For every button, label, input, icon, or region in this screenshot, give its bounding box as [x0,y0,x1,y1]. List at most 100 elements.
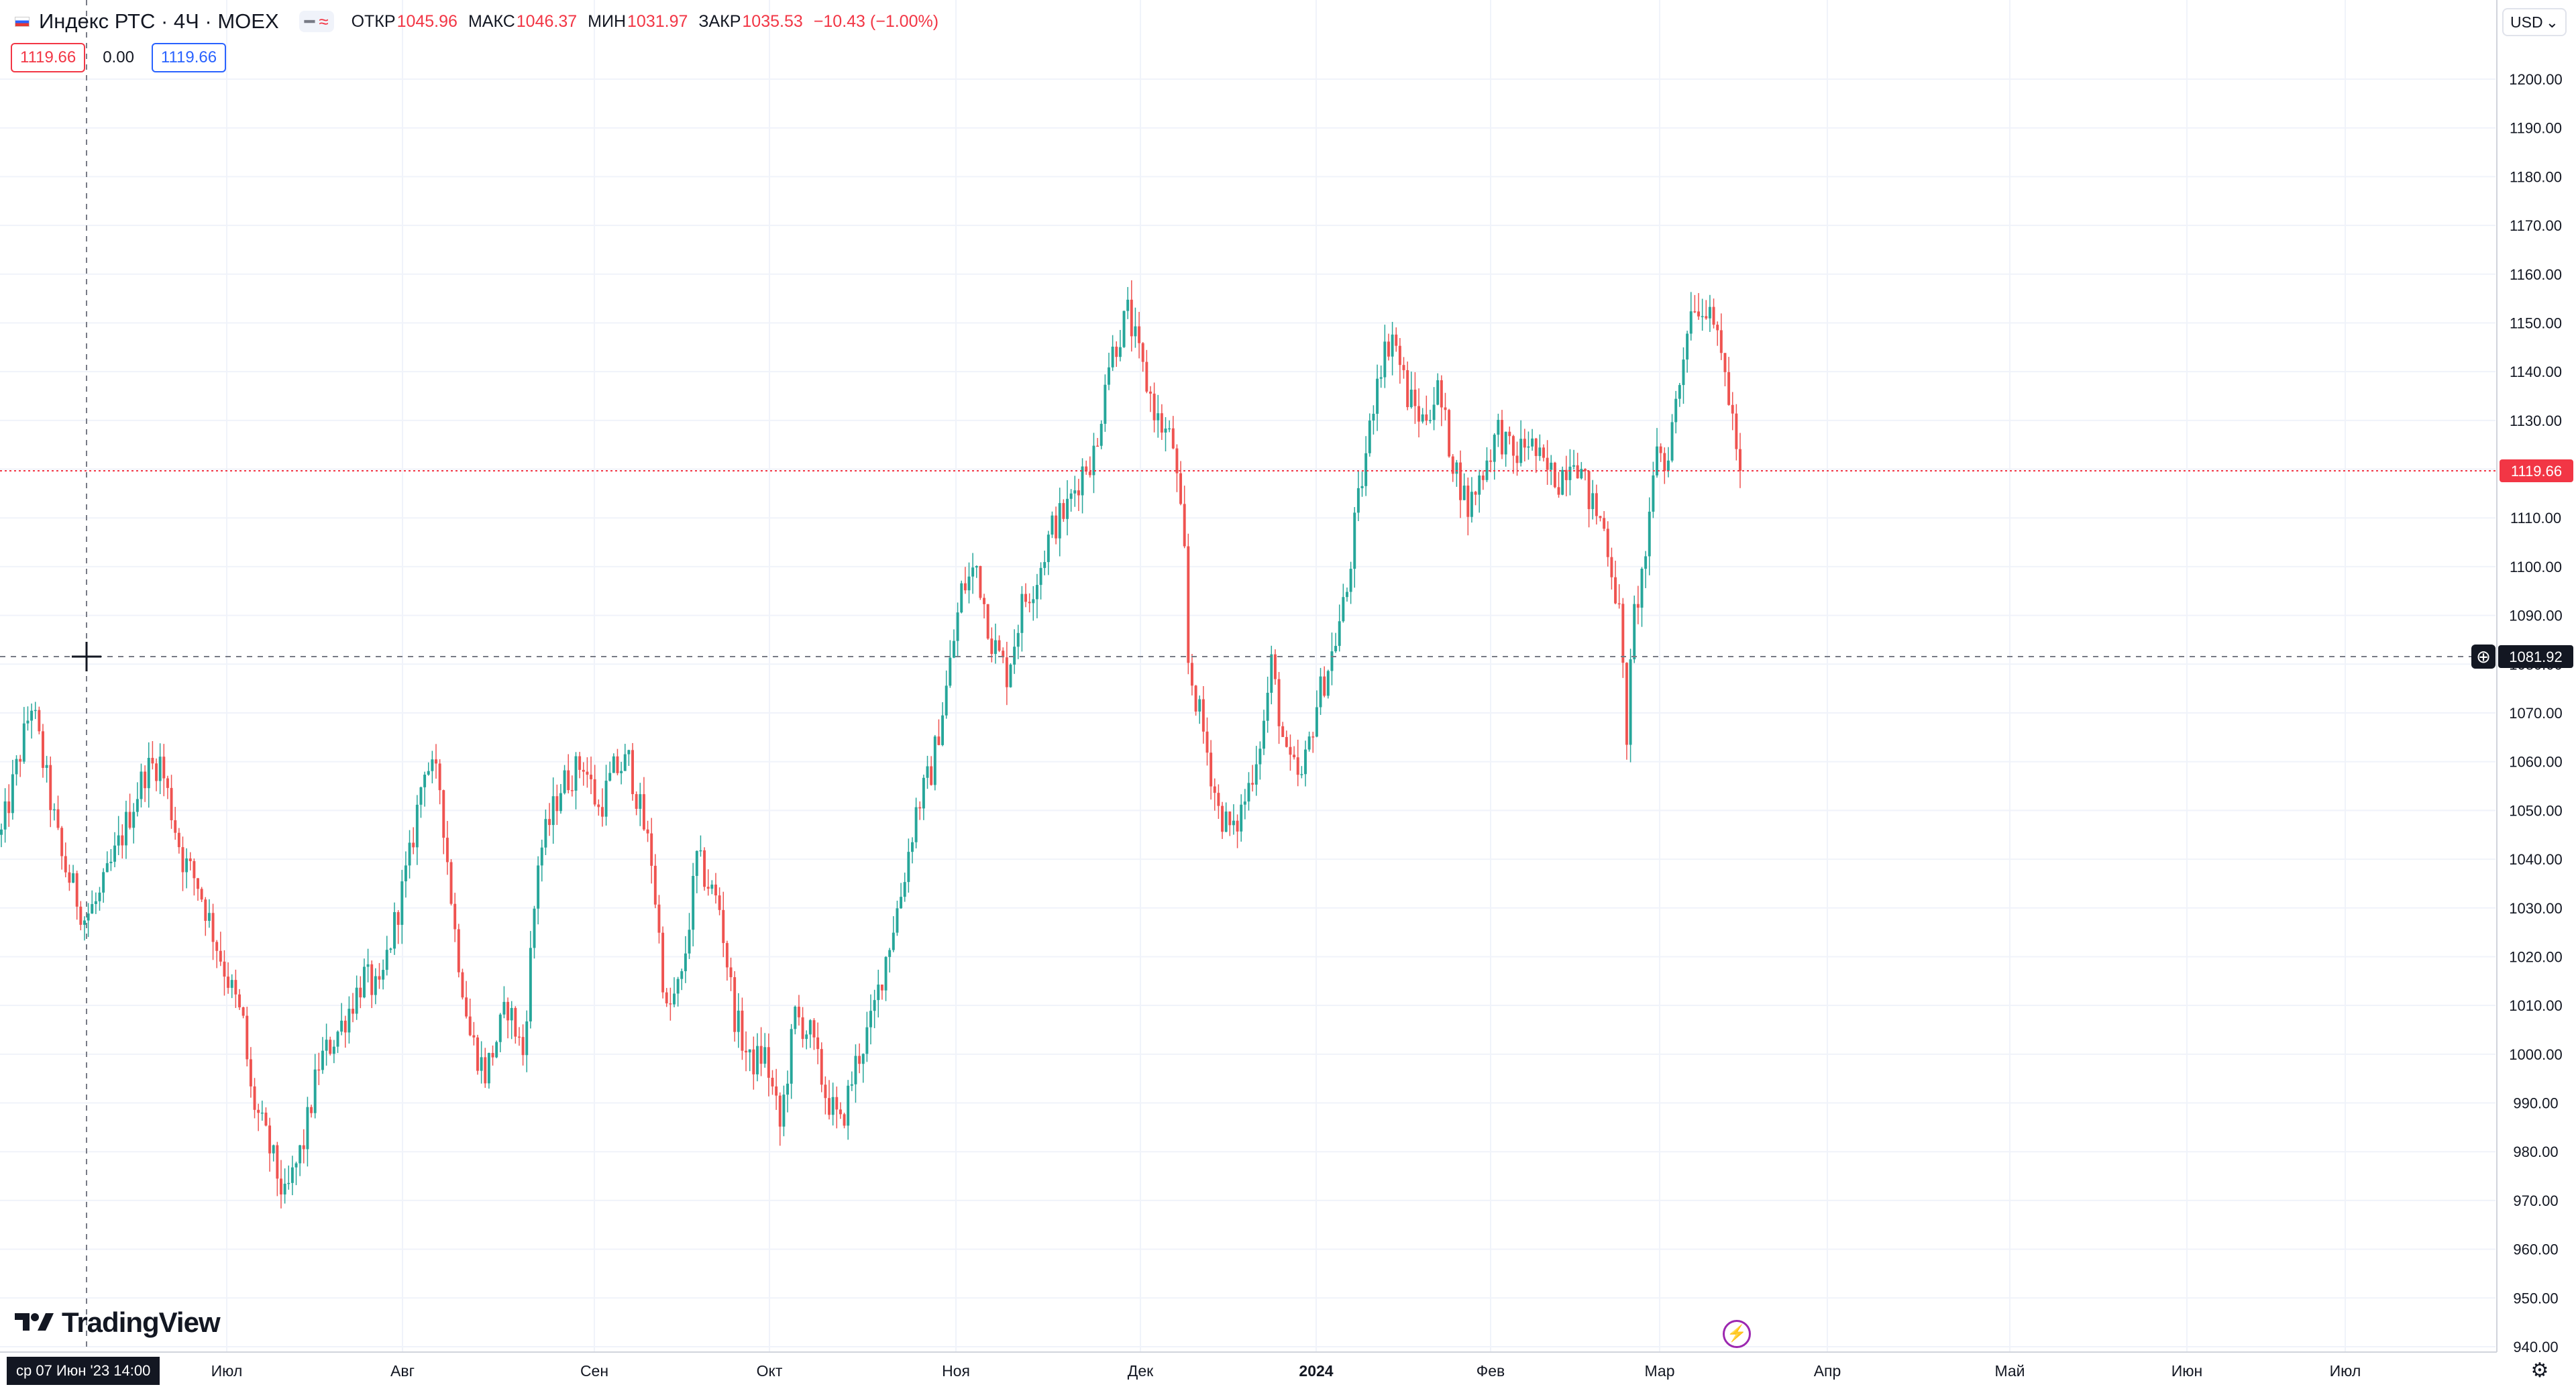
candle-body [922,777,925,809]
high-value: 1046.37 [516,11,578,31]
candlestick-series[interactable] [0,280,1741,1209]
candle-body [1152,393,1156,421]
candle-body [234,980,237,995]
candle-body [45,765,48,768]
candle-body [949,657,952,686]
candle-body [121,835,124,846]
candle-body [404,865,407,882]
candle-body [812,1020,816,1038]
candle-body [140,771,143,799]
candle-body [1561,469,1564,495]
candle-body [1678,385,1681,399]
candle-body [1187,546,1190,663]
candle-body [1263,720,1265,749]
compare-icon[interactable]: ≈ [319,11,329,32]
candle-body [34,710,37,712]
candle-body [1055,515,1058,539]
y-tick-label: 1200.00 [2509,71,2563,88]
candle-body [332,1046,335,1054]
candle-body [1708,306,1711,319]
candle-body [204,899,207,922]
candle-body [166,778,169,788]
candle-body [586,771,589,775]
candle-body [782,1095,786,1127]
legend-buttons[interactable]: ━ ≈ [299,11,334,32]
candle-body [1028,602,1031,604]
candle-body [808,1020,812,1035]
candle-body [805,1034,808,1040]
candle-body [1719,330,1723,353]
candle-body [313,1069,317,1113]
candle-body [7,801,11,814]
close-label: ЗАКР [698,11,741,31]
lightning-icon[interactable]: ⚡ [1723,1320,1751,1348]
candle-body [945,685,948,716]
candle-body [1682,359,1685,386]
tradingview-logo[interactable]: TradingView [15,1306,221,1339]
time-axis[interactable]: Июл Авг Сен Окт Ноя Дек 2024 Фев Мар Апр Май Июн Июл [0,1351,2497,1380]
price-axis[interactable]: 940.00 950.00 960.00 970.00 980.00 990.00 1000… [2496,0,2563,1355]
open-label: ОТКР [351,11,396,31]
candle-body [1531,438,1534,447]
candle-body [132,812,136,828]
candle-body [990,638,994,655]
candle-body [1266,692,1269,721]
candle-body [952,640,955,658]
candle-body [1697,311,1700,317]
candle-body [362,966,366,998]
gear-icon[interactable]: ⚙ [2530,1359,2549,1382]
candle-body [1157,413,1160,421]
candle-body [306,1107,309,1150]
candle-body [714,884,717,896]
spread-value: 0.00 [103,48,134,66]
candle-body [83,920,86,925]
candle-body [994,640,997,655]
sell-button[interactable]: 1119.66 [11,43,86,72]
candle-body [725,943,729,968]
candle-body [147,757,150,789]
candle-body [1104,384,1107,424]
candle-body [1497,420,1500,435]
candle-body [635,794,638,810]
candle-body [287,1182,290,1184]
candle-body [1666,460,1670,471]
symbol-title[interactable]: Индекс РТС · 4Ч · MOEX [39,9,279,33]
candle-body [1232,820,1235,826]
candle-body [1130,299,1133,337]
candle-body [653,865,657,905]
candle-body [321,1050,324,1070]
candle-body [537,865,540,909]
x-tick-label: Май [1994,1362,2025,1380]
candle-body [873,1000,876,1011]
y-tick-label: 970.00 [2513,1192,2558,1209]
candle-body [718,895,721,910]
candle-body [465,997,468,1017]
candle-body [253,1086,256,1110]
candle-body [64,856,67,873]
candle-body [824,1084,827,1099]
x-tick-label: Июл [2330,1362,2361,1380]
candle-body [729,967,733,978]
y-tick-label: 1170.00 [2510,217,2562,234]
candle-body [1240,804,1243,832]
candle-body [1421,414,1424,422]
candle-body [283,1183,286,1194]
candle-body [1727,372,1731,405]
candle-body [1701,316,1704,317]
candle-body [1304,749,1307,775]
candle-body [193,860,196,879]
candle-body [657,904,661,933]
candle-body [438,763,441,791]
candle-body [329,1040,332,1054]
candle-body [1210,752,1213,787]
currency-select[interactable]: USD ⌄ [2502,8,2567,36]
minus-icon[interactable]: ━ [304,11,315,32]
candle-body [87,913,90,921]
candle-body [1455,462,1458,474]
candle-body [0,829,3,835]
candle-body [1096,445,1099,447]
buy-button[interactable]: 1119.66 [151,43,227,72]
candle-body [393,912,396,949]
candle-body [30,710,34,721]
